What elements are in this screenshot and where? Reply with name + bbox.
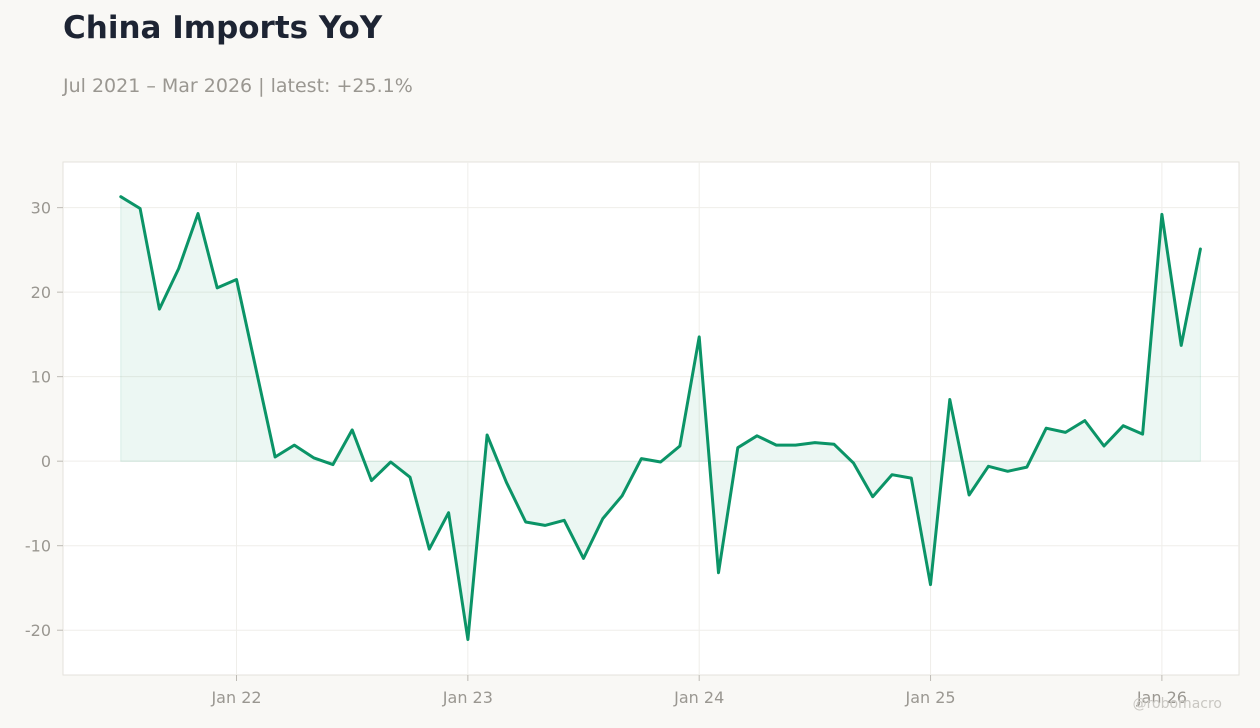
data-point [1064, 430, 1068, 434]
data-point [582, 556, 586, 560]
data-point [871, 495, 875, 499]
y-tick-label: 20 [31, 283, 51, 302]
data-point [1025, 465, 1029, 469]
data-point [948, 398, 952, 402]
data-point [813, 441, 817, 445]
data-point [504, 480, 508, 484]
data-point [370, 479, 374, 483]
data-point [717, 571, 721, 575]
data-point [929, 583, 933, 587]
y-tick-label: 0 [41, 452, 51, 471]
plot-area [62, 161, 1240, 676]
watermark: @robomacro [1132, 696, 1222, 712]
data-point [1179, 343, 1183, 347]
data-point [601, 517, 605, 521]
y-tick-label: -20 [25, 621, 51, 640]
data-point [331, 463, 335, 467]
data-point [774, 443, 778, 447]
data-point [427, 547, 431, 551]
data-point [794, 443, 798, 447]
data-point [909, 476, 913, 480]
data-point [350, 428, 354, 432]
data-point [177, 267, 181, 271]
data-point [485, 433, 489, 437]
data-point [543, 523, 547, 527]
data-point [967, 493, 971, 497]
data-point [659, 460, 663, 464]
data-point [1006, 469, 1010, 473]
data-point [620, 494, 624, 498]
x-tick-label: Jan 23 [442, 688, 493, 707]
x-tick-label: Jan 25 [904, 688, 955, 707]
data-point [273, 455, 277, 459]
x-tick-label: Jan 22 [210, 688, 261, 707]
data-point [119, 195, 123, 199]
data-point [466, 638, 470, 642]
data-point [678, 444, 682, 448]
data-point [215, 286, 219, 290]
x-axis: Jan 22 Jan 23 Jan 24 Jan 25 Jan 26 [210, 675, 1187, 707]
data-point [408, 475, 412, 479]
data-point [157, 307, 161, 311]
y-tick-label: 10 [31, 368, 51, 387]
data-point [235, 278, 239, 282]
data-point [1198, 247, 1202, 251]
data-point [986, 464, 990, 468]
data-point [1121, 424, 1125, 428]
x-tick-label: Jan 24 [673, 688, 724, 707]
y-tick-label: 30 [31, 199, 51, 218]
data-point [1141, 432, 1145, 436]
data-point [755, 434, 759, 438]
data-point [1083, 419, 1087, 423]
data-point [832, 442, 836, 446]
data-point [524, 520, 528, 524]
data-point [1160, 212, 1164, 216]
data-point [697, 335, 701, 339]
data-point [389, 460, 393, 464]
data-point [1044, 426, 1048, 430]
data-point [890, 473, 894, 477]
x-tick-label: Jan 26 [1136, 688, 1187, 707]
y-tick-label: -10 [25, 537, 51, 556]
data-point [312, 456, 316, 460]
data-point [851, 461, 855, 465]
data-point [138, 207, 142, 211]
data-point [1102, 444, 1106, 448]
y-axis: 30 20 10 0 -10 -20 [25, 199, 63, 640]
series-line [119, 195, 1202, 641]
data-point [736, 446, 740, 450]
chart-subtitle: Jul 2021 – Mar 2026 | latest: +25.1% [63, 75, 413, 97]
chart-title: China Imports YoY [63, 10, 383, 46]
data-point [639, 457, 643, 461]
data-point [196, 212, 200, 216]
data-point [447, 511, 451, 515]
data-point [562, 518, 566, 522]
data-point [292, 443, 296, 447]
